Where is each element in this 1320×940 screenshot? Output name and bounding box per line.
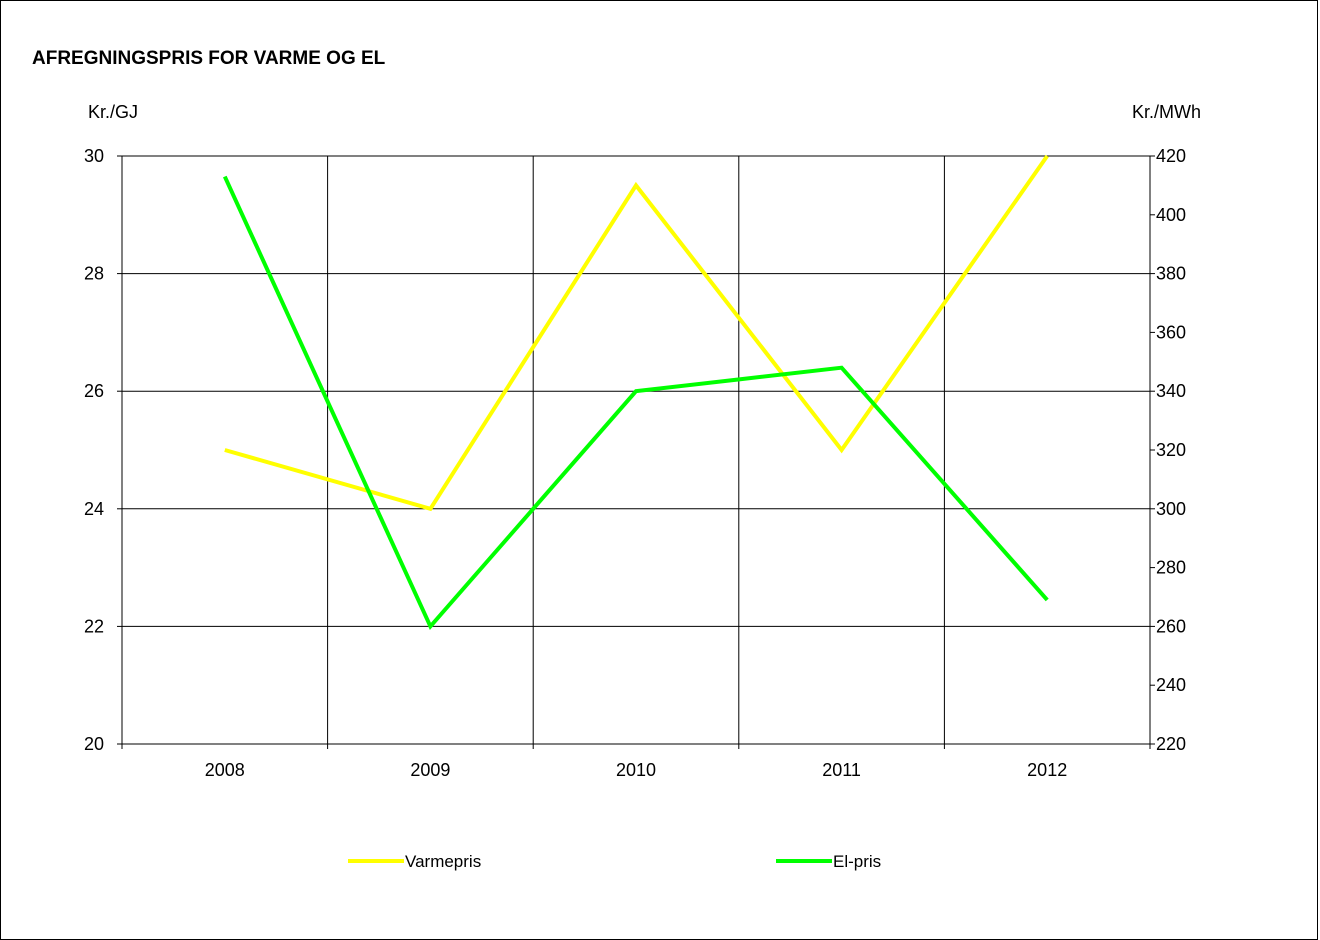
series-line-el-pris [222, 175, 1049, 631]
right-axis-ticks: 220 240 260 280 300 320 340 360 380 400 420 [1150, 146, 1186, 754]
right-axis-unit: Kr./MWh [1132, 102, 1201, 122]
axes [121, 156, 1151, 745]
right-tick-label: 320 [1156, 440, 1186, 460]
x-tick-label: 2011 [822, 760, 861, 780]
x-axis-ticks: 2008 2009 2010 2011 2012 [121, 744, 1151, 780]
grid-lines [122, 155, 1150, 745]
right-tick-label: 240 [1156, 675, 1186, 695]
right-tick-label: 340 [1156, 381, 1186, 401]
series-lines [222, 154, 1049, 631]
x-tick-label: 2009 [410, 760, 450, 780]
right-tick-label: 280 [1156, 558, 1186, 578]
x-tick-label: 2010 [616, 760, 656, 780]
series-line-varmepris [224, 154, 1049, 512]
right-tick-label: 400 [1156, 205, 1186, 225]
left-tick-label: 26 [84, 381, 104, 401]
left-tick-label: 28 [84, 264, 104, 284]
legend-label-el-pris: El-pris [833, 852, 881, 871]
left-tick-label: 22 [84, 616, 104, 636]
left-axis-unit: Kr./GJ [88, 102, 138, 122]
left-tick-label: 20 [84, 734, 104, 754]
right-tick-label: 220 [1156, 734, 1186, 754]
right-tick-label: 380 [1156, 264, 1186, 284]
left-axis-ticks: 20 22 24 26 28 30 [84, 146, 122, 754]
right-tick-label: 300 [1156, 499, 1186, 519]
right-tick-label: 360 [1156, 322, 1186, 342]
x-tick-label: 2008 [205, 760, 245, 780]
right-tick-label: 260 [1156, 616, 1186, 636]
x-tick-label: 2012 [1027, 760, 1067, 780]
legend: Varmepris El-pris [348, 852, 881, 871]
chart-title: AFREGNINGSPRIS FOR VARME OG EL [32, 48, 386, 69]
left-tick-label: 30 [84, 146, 104, 166]
legend-label-varmepris: Varmepris [405, 852, 481, 871]
left-tick-label: 24 [84, 499, 104, 519]
right-tick-label: 420 [1156, 146, 1186, 166]
